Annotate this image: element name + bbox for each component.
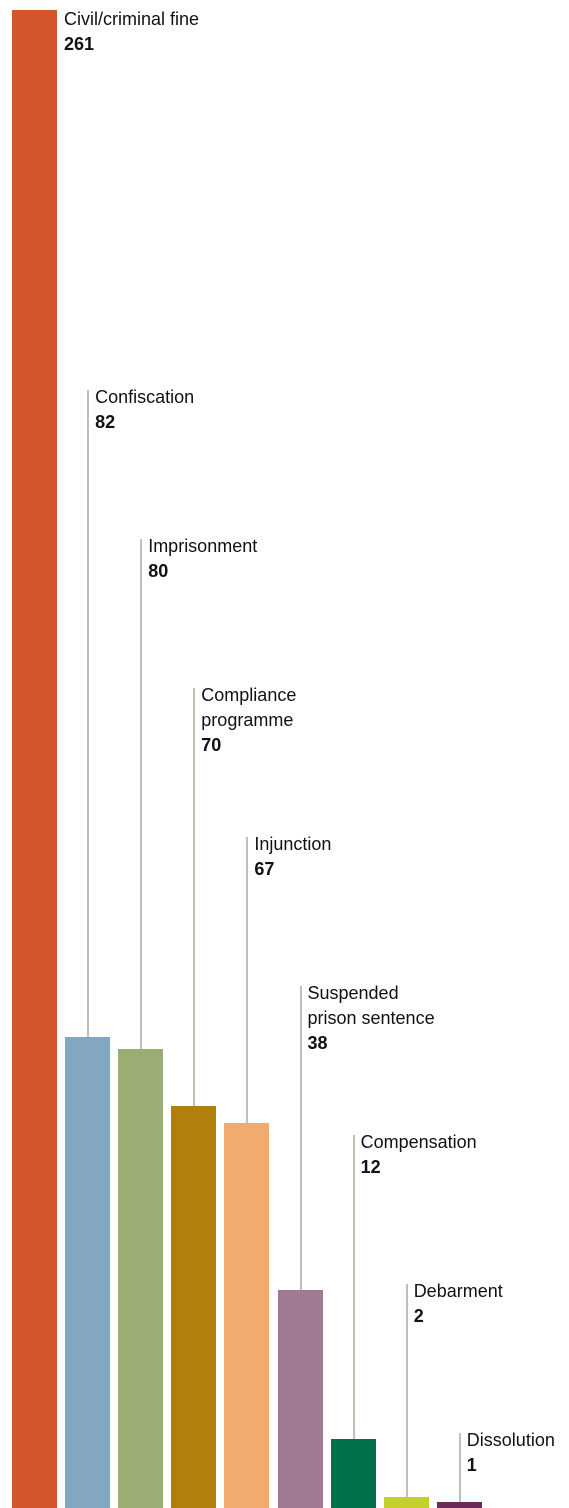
leader-line bbox=[299, 986, 302, 1290]
bar bbox=[118, 1048, 164, 1508]
bar bbox=[224, 1123, 270, 1508]
leader-line bbox=[458, 1433, 461, 1503]
value-label: 67 bbox=[254, 859, 275, 879]
category-label: Imprisonment bbox=[148, 536, 258, 556]
bar-label: Dissolution 1 bbox=[467, 1428, 555, 1478]
category-label: Civil/criminal fine bbox=[64, 9, 200, 29]
bar-label: Suspended prison sentence 38 bbox=[308, 981, 446, 1056]
leader-line bbox=[352, 1135, 355, 1440]
bar-label: Compensation 12 bbox=[361, 1130, 477, 1180]
category-label: Compliance programme bbox=[201, 685, 297, 730]
bar bbox=[12, 10, 57, 1508]
bar-label: Imprisonment 80 bbox=[148, 534, 257, 584]
bar bbox=[330, 1439, 376, 1508]
value-label: 12 bbox=[360, 1157, 381, 1177]
category-label: Confiscation bbox=[95, 387, 195, 407]
bar-label: Debarment 2 bbox=[414, 1279, 503, 1329]
bar bbox=[171, 1106, 217, 1508]
category-label: Debarment bbox=[413, 1281, 503, 1301]
value-label: 2 bbox=[413, 1306, 424, 1326]
bar-label: Injunction 67 bbox=[254, 832, 331, 882]
category-label: Suspended prison sentence bbox=[307, 983, 435, 1028]
value-label: 38 bbox=[307, 1033, 328, 1053]
bar bbox=[65, 1037, 111, 1508]
category-label: Compensation bbox=[360, 1132, 477, 1152]
value-label: 82 bbox=[95, 412, 116, 432]
bar bbox=[277, 1289, 323, 1508]
value-label: 261 bbox=[64, 34, 95, 54]
leader-line bbox=[246, 837, 249, 1124]
value-label: 1 bbox=[466, 1455, 477, 1475]
leader-line bbox=[193, 688, 196, 1107]
bar-label: Compliance programme 70 bbox=[201, 683, 339, 758]
category-label: Dissolution bbox=[466, 1430, 555, 1450]
bar-label: Confiscation 82 bbox=[95, 385, 194, 435]
value-label: 70 bbox=[201, 735, 222, 755]
leader-line bbox=[140, 539, 143, 1049]
bar bbox=[436, 1502, 482, 1508]
leader-line bbox=[405, 1284, 408, 1497]
leader-line bbox=[87, 390, 90, 1038]
bar bbox=[383, 1496, 429, 1508]
value-label: 80 bbox=[148, 561, 169, 581]
bar-label: Civil/criminal fine 261 bbox=[64, 7, 199, 57]
category-label: Injunction bbox=[254, 834, 332, 854]
